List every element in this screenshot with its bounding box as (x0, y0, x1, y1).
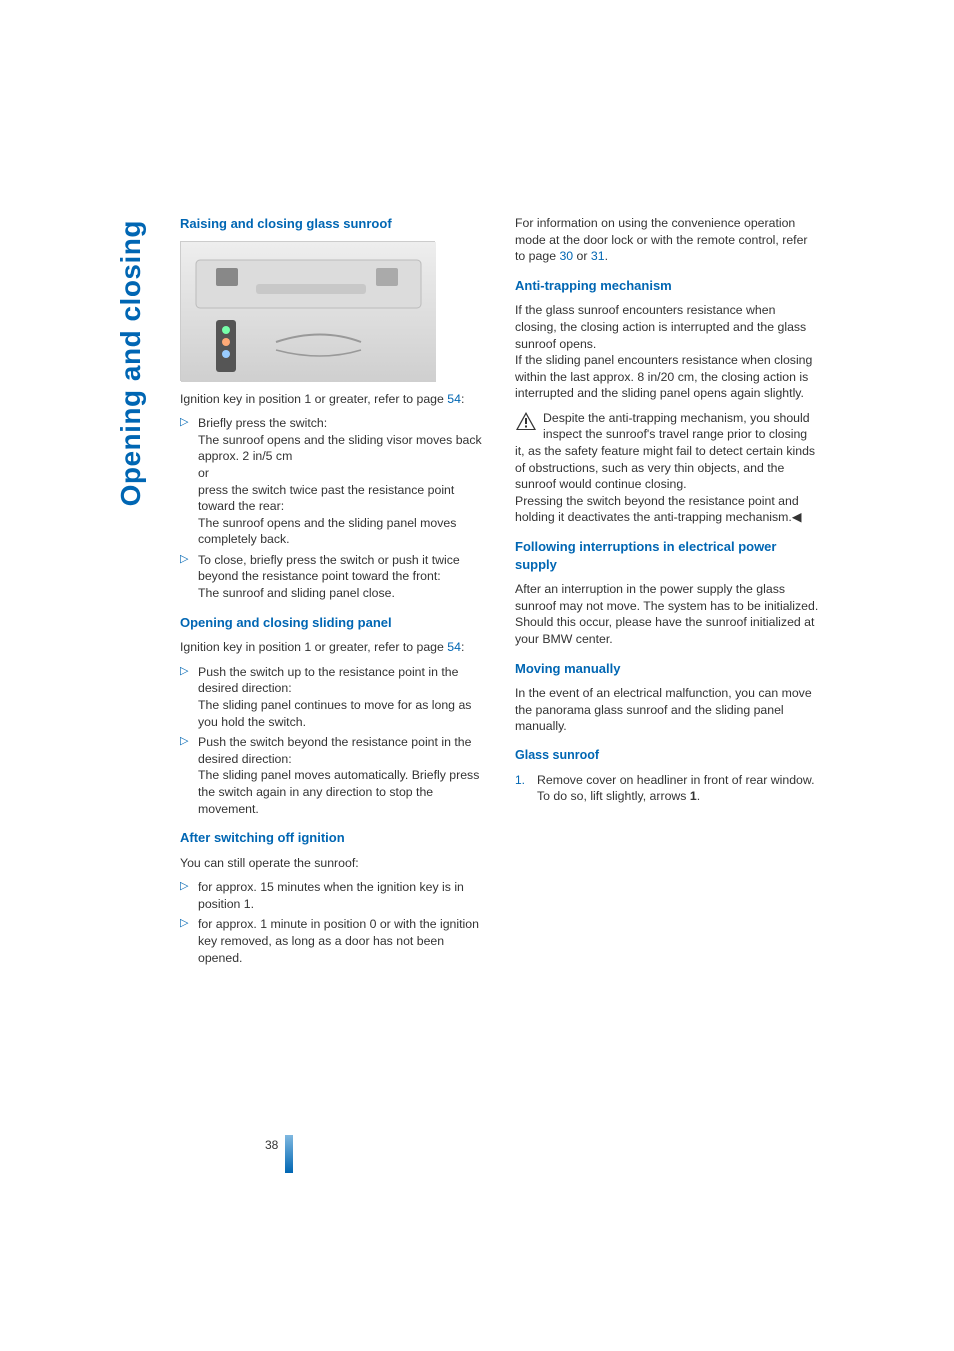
text: . (605, 249, 608, 263)
text: Push the switch up to the resistance poi… (198, 664, 485, 697)
page-link-54b[interactable]: 54 (447, 640, 461, 654)
text: Push the switch beyond the resistance po… (198, 734, 485, 767)
numbered-list: 1. Remove cover on headliner in front of… (515, 772, 820, 805)
list-item: Push the switch up to the resistance poi… (180, 664, 485, 730)
text: or (198, 465, 485, 482)
warning-block: Despite the anti-trapping mechanism, you… (515, 410, 820, 526)
end-mark-icon: ◀ (792, 510, 801, 524)
subheading-glass-sunroof: Glass sunroof (515, 747, 820, 764)
text: The sunroof opens and the sliding panel … (198, 515, 485, 548)
text: press the switch twice past the resistan… (198, 482, 485, 515)
intro-text-2: Ignition key in position 1 or greater, r… (180, 639, 485, 656)
list-item: Briefly press the switch: The sunroof op… (180, 415, 485, 548)
heading-power-interruption: Following interruptions in electrical po… (515, 538, 820, 573)
heading-after-ignition: After switching off ignition (180, 829, 485, 847)
text: or (573, 249, 591, 263)
text: The sliding panel continues to move for … (198, 697, 485, 730)
page-link-31[interactable]: 31 (591, 249, 605, 263)
text: . (697, 789, 700, 803)
warning-icon (515, 411, 537, 431)
section-tab: Opening and closing (115, 220, 147, 506)
text: Briefly press the switch: (198, 415, 485, 432)
text: After an interruption in the power suppl… (515, 581, 820, 647)
intro-right: For information on using the convenience… (515, 215, 820, 265)
bullet-list-3: for approx. 15 minutes when the ignition… (180, 879, 485, 966)
heading-sliding-panel: Opening and closing sliding panel (180, 614, 485, 632)
list-item: for approx. 15 minutes when the ignition… (180, 879, 485, 912)
intro-text-1: Ignition key in position 1 or greater, r… (180, 391, 485, 408)
text: Remove cover on headliner in front of re… (537, 773, 815, 804)
text: If the sliding panel encounters resistan… (515, 352, 820, 402)
heading-anti-trapping: Anti-trapping mechanism (515, 277, 820, 295)
page-number-bar (285, 1135, 293, 1173)
left-column: Raising and closing glass sunroof (180, 215, 485, 970)
text: The sunroof and sliding panel close. (198, 585, 485, 602)
text: In the event of an electrical malfunctio… (515, 685, 820, 735)
text: The sunroof opens and the sliding visor … (198, 432, 485, 465)
right-column: For information on using the convenience… (515, 215, 820, 970)
page-link-30[interactable]: 30 (559, 249, 573, 263)
text: Ignition key in position 1 or greater, r… (180, 392, 447, 406)
page-body: Raising and closing glass sunroof (180, 215, 820, 970)
text: Despite the anti-trapping mechanism, you… (515, 411, 815, 491)
list-item: for approx. 1 minute in position 0 or wi… (180, 916, 485, 966)
sunroof-switch-illustration (180, 241, 435, 381)
bullet-list-1: Briefly press the switch: The sunroof op… (180, 415, 485, 602)
text: If the glass sunroof encounters resistan… (515, 302, 820, 352)
page-number: 38 (265, 1138, 278, 1152)
text: You can still operate the sunroof: (180, 855, 485, 872)
bullet-list-2: Push the switch up to the resistance poi… (180, 664, 485, 817)
heading-raising-closing: Raising and closing glass sunroof (180, 215, 485, 233)
list-item: To close, briefly press the switch or pu… (180, 552, 485, 602)
list-item: Push the switch beyond the resistance po… (180, 734, 485, 817)
text: To close, briefly press the switch or pu… (198, 552, 485, 585)
text: Pressing the switch beyond the resistanc… (515, 494, 799, 525)
text: The sliding panel moves automatically. B… (198, 767, 485, 817)
text: : (461, 392, 464, 406)
heading-moving-manually: Moving manually (515, 660, 820, 678)
text: : (461, 640, 464, 654)
arrow-ref: 1 (690, 789, 697, 803)
page-link-54a[interactable]: 54 (447, 392, 461, 406)
step-number: 1. (515, 772, 525, 788)
text: Ignition key in position 1 or greater, r… (180, 640, 447, 654)
list-item: 1. Remove cover on headliner in front of… (515, 772, 820, 805)
